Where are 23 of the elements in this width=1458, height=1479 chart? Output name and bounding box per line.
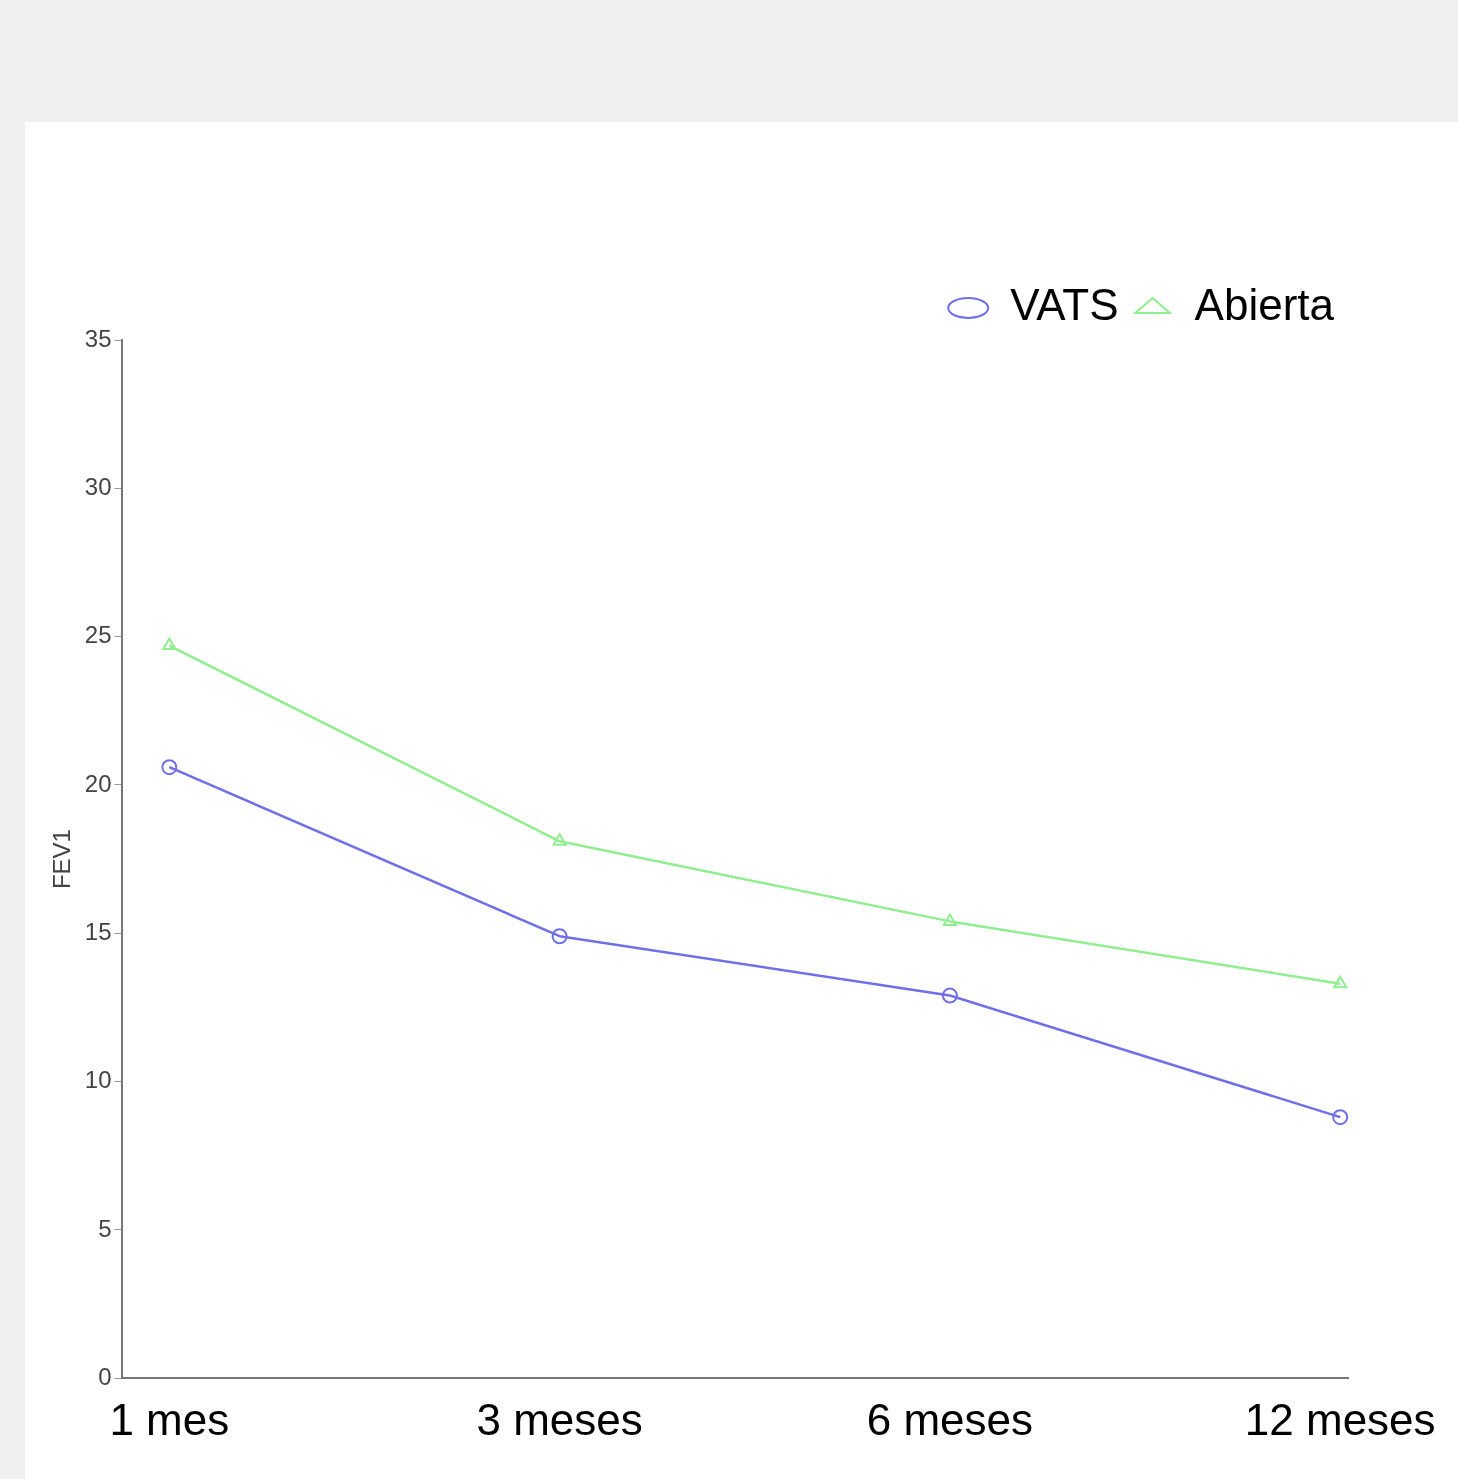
y-tick-label: 15 — [84, 917, 112, 945]
y-tick-label: 20 — [84, 769, 112, 797]
x-tick-label: 3 meses — [476, 1394, 643, 1444]
legend-label: Abierta — [1194, 280, 1335, 330]
y-tick-label: 30 — [84, 472, 112, 500]
x-tick-label: 12 meses — [1244, 1394, 1436, 1444]
point — [551, 928, 568, 945]
point — [941, 987, 958, 1004]
x-tick-label: 6 meses — [866, 1394, 1034, 1444]
y-tick-label: 5 — [98, 1214, 112, 1242]
point — [161, 759, 178, 776]
point — [162, 637, 177, 651]
y-tick-label: 10 — [84, 1066, 112, 1094]
x-tick-label: 1 mes — [109, 1394, 230, 1444]
legend-label: VATS — [1010, 280, 1119, 330]
y-axis-title: FEV1 — [48, 829, 76, 890]
y-tick-label: 25 — [84, 621, 112, 649]
y-tick-label: 0 — [98, 1362, 112, 1390]
point — [552, 833, 567, 846]
y-tick-label: 35 — [84, 324, 112, 352]
point — [1332, 1109, 1348, 1126]
point — [1333, 975, 1348, 989]
point — [942, 913, 957, 926]
